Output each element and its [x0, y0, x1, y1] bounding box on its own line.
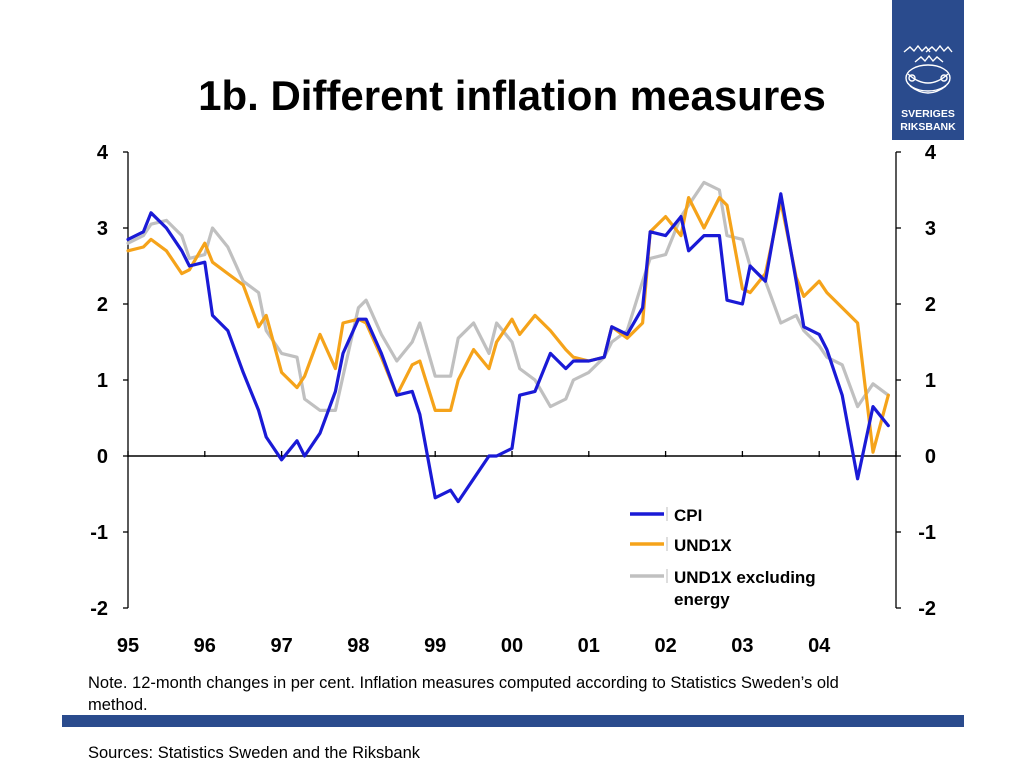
series-line-und1x-excluding-energy — [126, 180, 890, 412]
x-tick-label: 95 — [117, 635, 139, 657]
riksbank-logo: SVERIGES RIKSBANK — [892, 0, 964, 140]
x-tick-label: 96 — [194, 635, 216, 657]
page-title: 1b. Different inflation measures — [198, 72, 826, 119]
x-tick-label: 01 — [578, 635, 600, 657]
y-tick-label-left: 2 — [97, 294, 108, 316]
y-tick-label-left: 0 — [97, 446, 108, 468]
footer-band — [62, 715, 964, 727]
y-tick-label-left: -1 — [90, 522, 108, 544]
legend-label: UND1X — [674, 536, 732, 555]
legend-label: CPI — [674, 506, 702, 525]
y-tick-label-right: 1 — [925, 370, 936, 392]
chart-axes: -2 -2-1 -10 01 12 23 34 495 96 97 98 99 00 01 02 03 04 — [90, 142, 937, 657]
series-line-und1x — [126, 196, 890, 454]
y-tick-label-right: 4 — [925, 142, 937, 164]
chart-legend: CPI UND1X UND1X excluding energy — [630, 506, 816, 609]
series-line-cpi — [126, 192, 890, 504]
logo-text-line1: SVERIGES — [901, 108, 955, 120]
y-tick-label-left: -2 — [90, 598, 108, 620]
y-tick-label-right: 2 — [925, 294, 936, 316]
riksbank-crest-icon — [903, 44, 953, 94]
x-tick-label: 04 — [808, 635, 831, 657]
y-tick-label-right: 0 — [925, 446, 936, 468]
chart-note: Note. 12-month changes in per cent. Infl… — [88, 674, 839, 714]
x-tick-label: 99 — [424, 635, 446, 657]
y-tick-label-right: -1 — [918, 522, 936, 544]
x-tick-label: 97 — [270, 635, 292, 657]
chart-sources: Sources: Statistics Sweden and the Riksb… — [88, 744, 421, 762]
chart-lines — [126, 180, 890, 504]
legend-label: UND1X excluding energy — [674, 568, 816, 609]
x-tick-label: 02 — [654, 635, 676, 657]
logo-text-line2: RIKSBANK — [900, 121, 956, 133]
y-tick-label-left: 4 — [97, 142, 109, 164]
x-tick-label: 98 — [347, 635, 369, 657]
legend-label-line: UND1X excluding — [674, 568, 816, 587]
x-tick-label: 03 — [731, 635, 753, 657]
y-tick-label-right: 3 — [925, 218, 936, 240]
y-tick-label-left: 3 — [97, 218, 108, 240]
y-tick-label-left: 1 — [97, 370, 108, 392]
y-tick-label-right: -2 — [918, 598, 936, 620]
legend-label-line: energy — [674, 590, 730, 609]
x-tick-label: 00 — [501, 635, 523, 657]
